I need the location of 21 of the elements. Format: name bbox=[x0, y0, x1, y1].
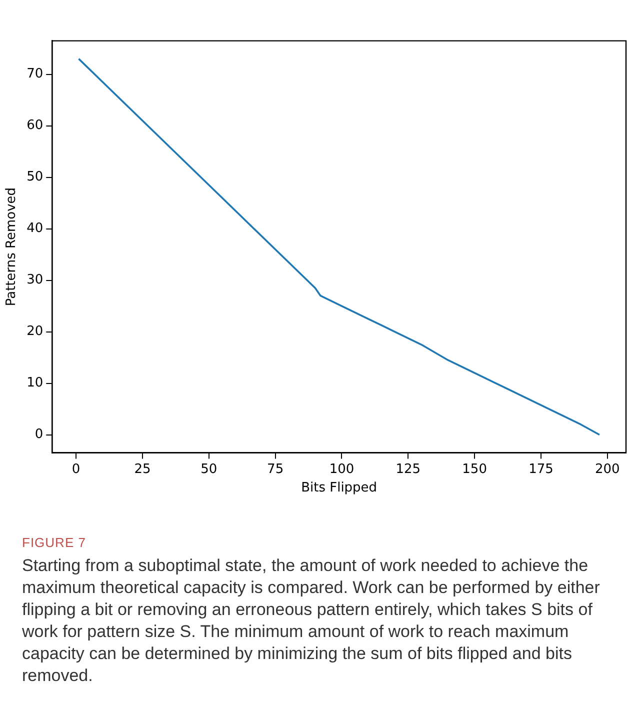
y-tick-label: 60 bbox=[26, 118, 44, 134]
x-axis-title: Bits Flipped bbox=[301, 480, 378, 496]
x-tick-label: 50 bbox=[200, 462, 218, 477]
x-tick-label: 25 bbox=[134, 462, 151, 477]
y-tick-label: 30 bbox=[26, 272, 44, 288]
y-tick-label: 40 bbox=[26, 221, 44, 236]
x-tick-label: 200 bbox=[594, 462, 620, 477]
x-tick-label: 0 bbox=[72, 462, 80, 477]
text: Starting from a suboptimal state, the amount of work needed to achieve the maximum theoretical capacity is compared. Work can be performed by either flipping a bit or removing an erroneous pattern entirely, which takes S bits of work for pattern size S. The minimum amount of work to reach maximum capacity can be determined by minimizing the sum of bits flipped and bits removed. bbox=[22, 555, 601, 687]
y-tick-label: 10 bbox=[26, 376, 44, 391]
x-tick-label: 100 bbox=[329, 462, 354, 477]
x-tick-label: 150 bbox=[462, 462, 487, 477]
x-tick-label: 175 bbox=[528, 462, 554, 477]
y-axis-title: Patterns Removed bbox=[4, 187, 20, 306]
x-tick-label: 125 bbox=[396, 462, 421, 477]
y-tick-label: 70 bbox=[26, 66, 44, 82]
y-tick-label: 20 bbox=[26, 324, 44, 340]
caption: FIGURE 7 bbox=[22, 535, 86, 550]
x-tick-label: 75 bbox=[267, 462, 284, 477]
y-tick-label: 0 bbox=[34, 427, 44, 442]
y-tick-label: 50 bbox=[26, 170, 44, 185]
